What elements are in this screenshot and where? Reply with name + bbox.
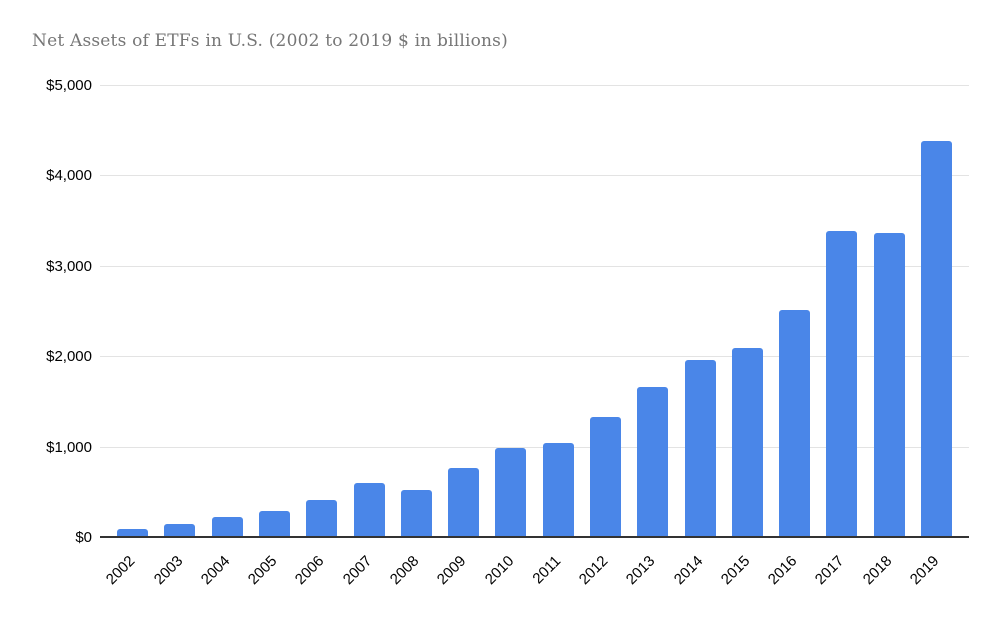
bar-2006	[306, 499, 338, 538]
plot-area	[100, 85, 969, 538]
bar-band-2010	[487, 86, 534, 538]
gridline-1000	[100, 446, 969, 448]
bar-band-2019	[913, 86, 960, 538]
bar-band-2005	[251, 86, 298, 538]
bar-band-2004	[204, 86, 251, 538]
x-axis-tick-label-2010: 2010	[481, 552, 517, 589]
x-axis-tick-label-2011: 2011	[529, 552, 565, 588]
x-axis-tick-label-2009: 2009	[433, 552, 470, 589]
x-axis-tick-label-2019: 2019	[906, 552, 943, 589]
bar-2003	[164, 524, 196, 538]
bar-2017	[826, 230, 858, 538]
y-axis-tick-label: $4,000	[46, 167, 92, 185]
x-axis-line	[100, 536, 969, 538]
x-axis-labels: 2002 2003 2004 2005 2006 2007 2008 2009 2010 2011…	[100, 544, 969, 614]
gridline-2000	[100, 356, 969, 358]
bar-band-2015	[724, 86, 771, 538]
bar-band-2006	[298, 86, 345, 538]
bar-2013	[637, 386, 669, 538]
y-axis-tick-label: $2,000	[46, 348, 92, 366]
y-axis-tick-label: $3,000	[46, 257, 92, 275]
gridline-4000	[100, 175, 969, 177]
x-axis-tick-label-2005: 2005	[244, 552, 281, 589]
bar-2009	[448, 467, 480, 538]
gridline-3000	[100, 265, 969, 267]
bar-2011	[542, 443, 574, 538]
y-axis-tick-label: $0	[75, 529, 92, 546]
x-axis-tick-label-2002: 2002	[103, 552, 139, 589]
bar-band-2018	[866, 86, 913, 538]
bar-2007	[353, 483, 385, 538]
x-axis-tick-label-2018: 2018	[859, 552, 896, 589]
chart-title: Net Assets of ETFs in U.S. (2002 to 2019…	[32, 31, 508, 51]
bar-band-2003	[156, 86, 203, 538]
bar-band-2011	[535, 86, 582, 538]
gridline-5000	[100, 85, 969, 86]
bar-2012	[589, 417, 621, 538]
y-axis-tick-label: $1,000	[46, 438, 92, 456]
x-axis-tick-label-2017: 2017	[812, 552, 848, 589]
bar-2004	[211, 517, 243, 538]
x-axis-tick-label-2014: 2014	[670, 552, 706, 589]
x-axis-tick-label-2013: 2013	[623, 552, 659, 589]
x-axis-tick-label-2015: 2015	[717, 552, 754, 589]
x-axis-tick-label-2012: 2012	[575, 552, 612, 589]
bar-band-2002	[109, 86, 156, 538]
bar-2005	[258, 510, 290, 538]
bar-band-2009	[440, 86, 487, 538]
x-axis-tick-label-2007: 2007	[339, 552, 376, 589]
bar-2018	[873, 233, 905, 538]
bar-2015	[731, 348, 763, 538]
bar-band-2017	[818, 86, 865, 538]
bar-2008	[400, 490, 432, 538]
bar-band-2012	[582, 86, 629, 538]
bar-series	[109, 86, 960, 538]
bar-band-2007	[345, 86, 392, 538]
bar-band-2016	[771, 86, 818, 538]
x-axis-tick-label-2003: 2003	[150, 552, 186, 589]
x-axis-tick-label-2006: 2006	[292, 552, 328, 589]
bar-2002	[117, 528, 149, 538]
bar-2016	[779, 309, 811, 538]
bar-2019	[920, 140, 952, 538]
y-axis-tick-label: $5,000	[46, 77, 92, 94]
bar-2014	[684, 359, 716, 538]
x-axis-tick-label-2016: 2016	[764, 552, 801, 589]
x-axis-tick-label-2008: 2008	[386, 552, 423, 589]
bar-2010	[495, 448, 527, 538]
bar-band-2013	[629, 86, 676, 538]
bar-band-2008	[393, 86, 440, 538]
bar-band-2014	[676, 86, 723, 538]
x-axis-tick-label-2004: 2004	[197, 552, 234, 589]
